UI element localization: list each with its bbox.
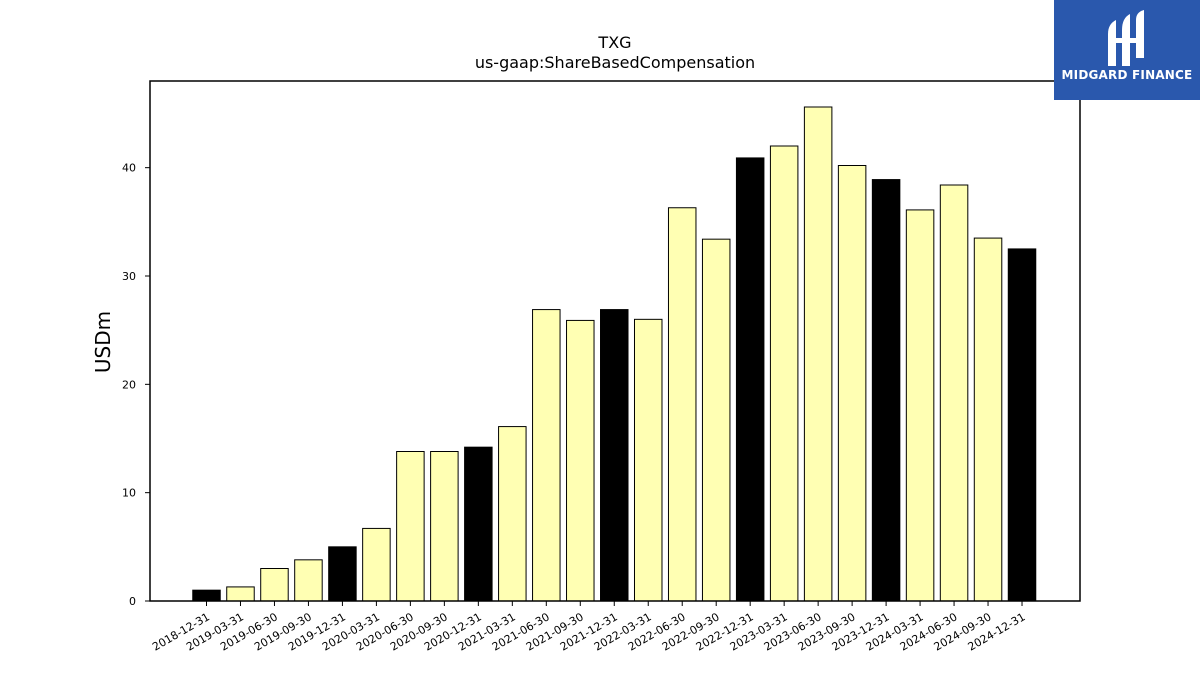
bar-2022-03-31 bbox=[633, 318, 663, 602]
x-axis: 2018-12-312019-03-312019-06-302019-09-30… bbox=[150, 601, 1028, 654]
bar-2024-09-30 bbox=[973, 237, 1003, 602]
bar-2024-03-31 bbox=[905, 209, 935, 602]
bar-2024-06-30 bbox=[939, 184, 969, 602]
bar-2018-12-31 bbox=[192, 589, 221, 602]
bar-2020-03-31 bbox=[362, 527, 391, 602]
chart-title: TXG bbox=[597, 33, 631, 52]
brand-logo: MIDGARD FINANCE bbox=[1054, 0, 1200, 100]
bar-2022-09-30 bbox=[701, 238, 731, 602]
bar-2023-12-31 bbox=[871, 179, 901, 602]
bar-2022-12-31 bbox=[735, 157, 765, 602]
bar-2021-09-30 bbox=[566, 319, 595, 602]
logo-text: MIDGARD FINANCE bbox=[1061, 68, 1193, 82]
bar-2023-06-30 bbox=[803, 106, 833, 602]
bar-2019-12-31 bbox=[328, 546, 357, 602]
bars-group bbox=[192, 106, 1037, 602]
bar-2020-06-30 bbox=[396, 451, 425, 602]
bar-2021-06-30 bbox=[532, 309, 561, 602]
y-tick-label: 10 bbox=[122, 487, 136, 500]
bar-2020-12-31 bbox=[464, 446, 493, 602]
chart-subtitle: us-gaap:ShareBasedCompensation bbox=[475, 53, 755, 72]
bar-2022-06-30 bbox=[667, 207, 697, 602]
y-axis: 0 10 20 30 40 bbox=[122, 162, 150, 608]
y-axis-label: USDm bbox=[91, 311, 115, 373]
y-tick-label: 40 bbox=[122, 162, 136, 175]
y-tick-label: 0 bbox=[129, 595, 136, 608]
y-tick-label: 30 bbox=[122, 270, 136, 283]
bar-2019-09-30 bbox=[294, 559, 323, 602]
midgard-logo-icon bbox=[1108, 10, 1144, 66]
bar-2019-06-30 bbox=[260, 568, 289, 602]
plot-frame bbox=[149, 80, 1081, 602]
bar-2023-09-30 bbox=[837, 165, 867, 602]
bar-2021-03-31 bbox=[498, 426, 527, 602]
y-tick-label: 20 bbox=[122, 378, 136, 391]
bar-2023-03-31 bbox=[769, 145, 799, 602]
bar-2024-12-31 bbox=[1007, 248, 1037, 602]
bar-2020-09-30 bbox=[430, 451, 459, 602]
bar-2021-12-31 bbox=[600, 309, 629, 602]
bar-2019-03-31 bbox=[226, 586, 255, 602]
